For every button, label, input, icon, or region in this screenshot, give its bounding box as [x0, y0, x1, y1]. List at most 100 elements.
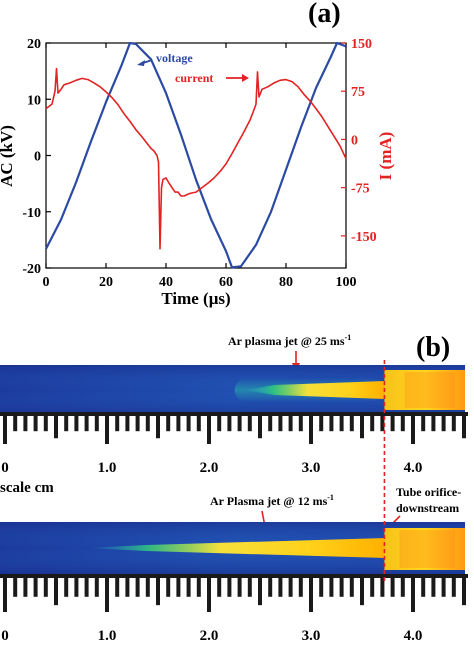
ruler-tick [217, 412, 222, 432]
ruler-tick [390, 574, 395, 597]
y2-tick-label: 0 [351, 133, 358, 148]
ruler-label: 3.0 [302, 628, 321, 644]
ruler-bar [0, 574, 468, 578]
series-line-current [45, 67, 347, 250]
legend-current: current [175, 71, 213, 85]
ruler-tick [360, 574, 364, 606]
ruler-tick [441, 412, 446, 432]
ruler-tick [288, 574, 293, 597]
y-tick-label: -10 [22, 206, 41, 221]
ruler-tick [74, 412, 79, 432]
ruler-tick [54, 412, 58, 439]
ruler-tick [431, 574, 436, 597]
ruler-tick [227, 412, 232, 432]
ruler-tick [84, 412, 89, 432]
jet-2-annotation: Ar Plasma jet @ 12 ms-1 [210, 493, 334, 508]
ruler-tick [329, 574, 334, 597]
ruler-tick [319, 574, 324, 597]
ruler-tick [380, 412, 385, 432]
ruler-tick [451, 412, 456, 432]
ruler-tick [349, 574, 354, 597]
ruler-tick [329, 412, 334, 432]
jet-1-annotation: Ar plasma jet @ 25 ms-1 [228, 333, 351, 348]
ruler-tick [268, 574, 273, 597]
ruler-label: 3.0 [302, 460, 321, 476]
ruler-tick [462, 574, 466, 606]
ruler-tick [166, 574, 171, 597]
ruler-tick [258, 412, 262, 439]
ruler-tick [349, 412, 354, 432]
ruler-bar [0, 412, 468, 416]
y-tick-label: -20 [22, 262, 41, 277]
ruler-label: 4.0 [404, 628, 423, 644]
ruler-tick [421, 412, 426, 432]
ruler-tick [451, 574, 456, 597]
ruler-tick [23, 412, 28, 432]
x-tick-label: 80 [279, 275, 293, 290]
ruler-tick [84, 574, 89, 597]
ruler-tick [13, 412, 18, 432]
ruler-tick [166, 412, 171, 432]
ruler-tick [145, 412, 150, 432]
ruler-label: 2.0 [200, 460, 219, 476]
y2-tick-label: 75 [351, 85, 365, 100]
ruler-tick [186, 574, 191, 597]
ruler-tick [156, 412, 160, 439]
ruler-1: 0 1.0 2.0 3.0 4.0 [0, 412, 468, 476]
ruler-tick [411, 412, 415, 444]
ruler-tick [247, 412, 252, 432]
series-line-voltage [45, 41, 347, 269]
ruler-tick [370, 574, 375, 597]
ruler-tick [421, 574, 426, 597]
ruler-tick [390, 412, 395, 432]
ruler-label: 2.0 [200, 628, 219, 644]
ruler-tick [309, 412, 313, 444]
ruler-tick [217, 574, 222, 597]
jet-2-image [0, 522, 465, 574]
ruler-tick [380, 574, 385, 597]
ruler-tick [54, 574, 58, 606]
ruler-label: 1.0 [98, 628, 117, 644]
ruler-tick [33, 412, 38, 432]
ruler-tick [339, 574, 344, 597]
x-tick-label: 60 [219, 275, 233, 290]
y-axis-left: -20 -10 0 10 20 [22, 37, 51, 277]
ruler-tick [94, 412, 99, 432]
panel-a-chart: (a) 0 20 40 60 80 100 -20 -10 0 10 20 -150 -75 0 75 1… [0, 0, 395, 308]
ruler-tick [135, 574, 140, 597]
ruler-tick [94, 574, 99, 597]
panel-b-label: (b) [416, 332, 450, 363]
y-axis-label: AC (kV) [0, 125, 16, 187]
ruler-tick [309, 574, 313, 612]
ruler-tick [43, 412, 48, 432]
y2-axis-label: I (mA) [376, 132, 395, 181]
y2-tick-label: -75 [351, 182, 370, 197]
y2-tick-label: 150 [351, 37, 372, 52]
legend-voltage: voltage [156, 51, 193, 65]
panel-b-image: (b) Ar plasma jet @ 25 ms-1 0 1.0 2.0 3.0 4.… [0, 332, 468, 644]
ruler-tick [278, 412, 283, 432]
ruler-tick [237, 574, 242, 597]
ruler-tick [400, 412, 405, 432]
y-tick-label: 0 [34, 150, 41, 165]
y-axis-right: -150 -75 0 75 150 [341, 37, 377, 245]
ruler-tick [207, 412, 211, 444]
ruler-tick [105, 412, 109, 444]
ruler-tick [268, 412, 273, 432]
ruler-tick [431, 412, 436, 432]
ruler-tick [64, 574, 69, 597]
ruler-tick [207, 574, 211, 612]
tube-orifice-label-2: downstream [396, 501, 459, 515]
ruler-tick [360, 412, 364, 439]
ruler-tick [411, 574, 415, 612]
ruler-tick [462, 412, 466, 439]
y-tick-label: 20 [27, 37, 41, 52]
ruler-tick [64, 412, 69, 432]
ruler-tick [135, 412, 140, 432]
ruler-tick [400, 574, 405, 597]
ruler-tick [125, 574, 130, 597]
ruler-tick [186, 412, 191, 432]
ruler-tick [23, 574, 28, 597]
series-group [45, 41, 347, 269]
ruler-tick [33, 574, 38, 597]
